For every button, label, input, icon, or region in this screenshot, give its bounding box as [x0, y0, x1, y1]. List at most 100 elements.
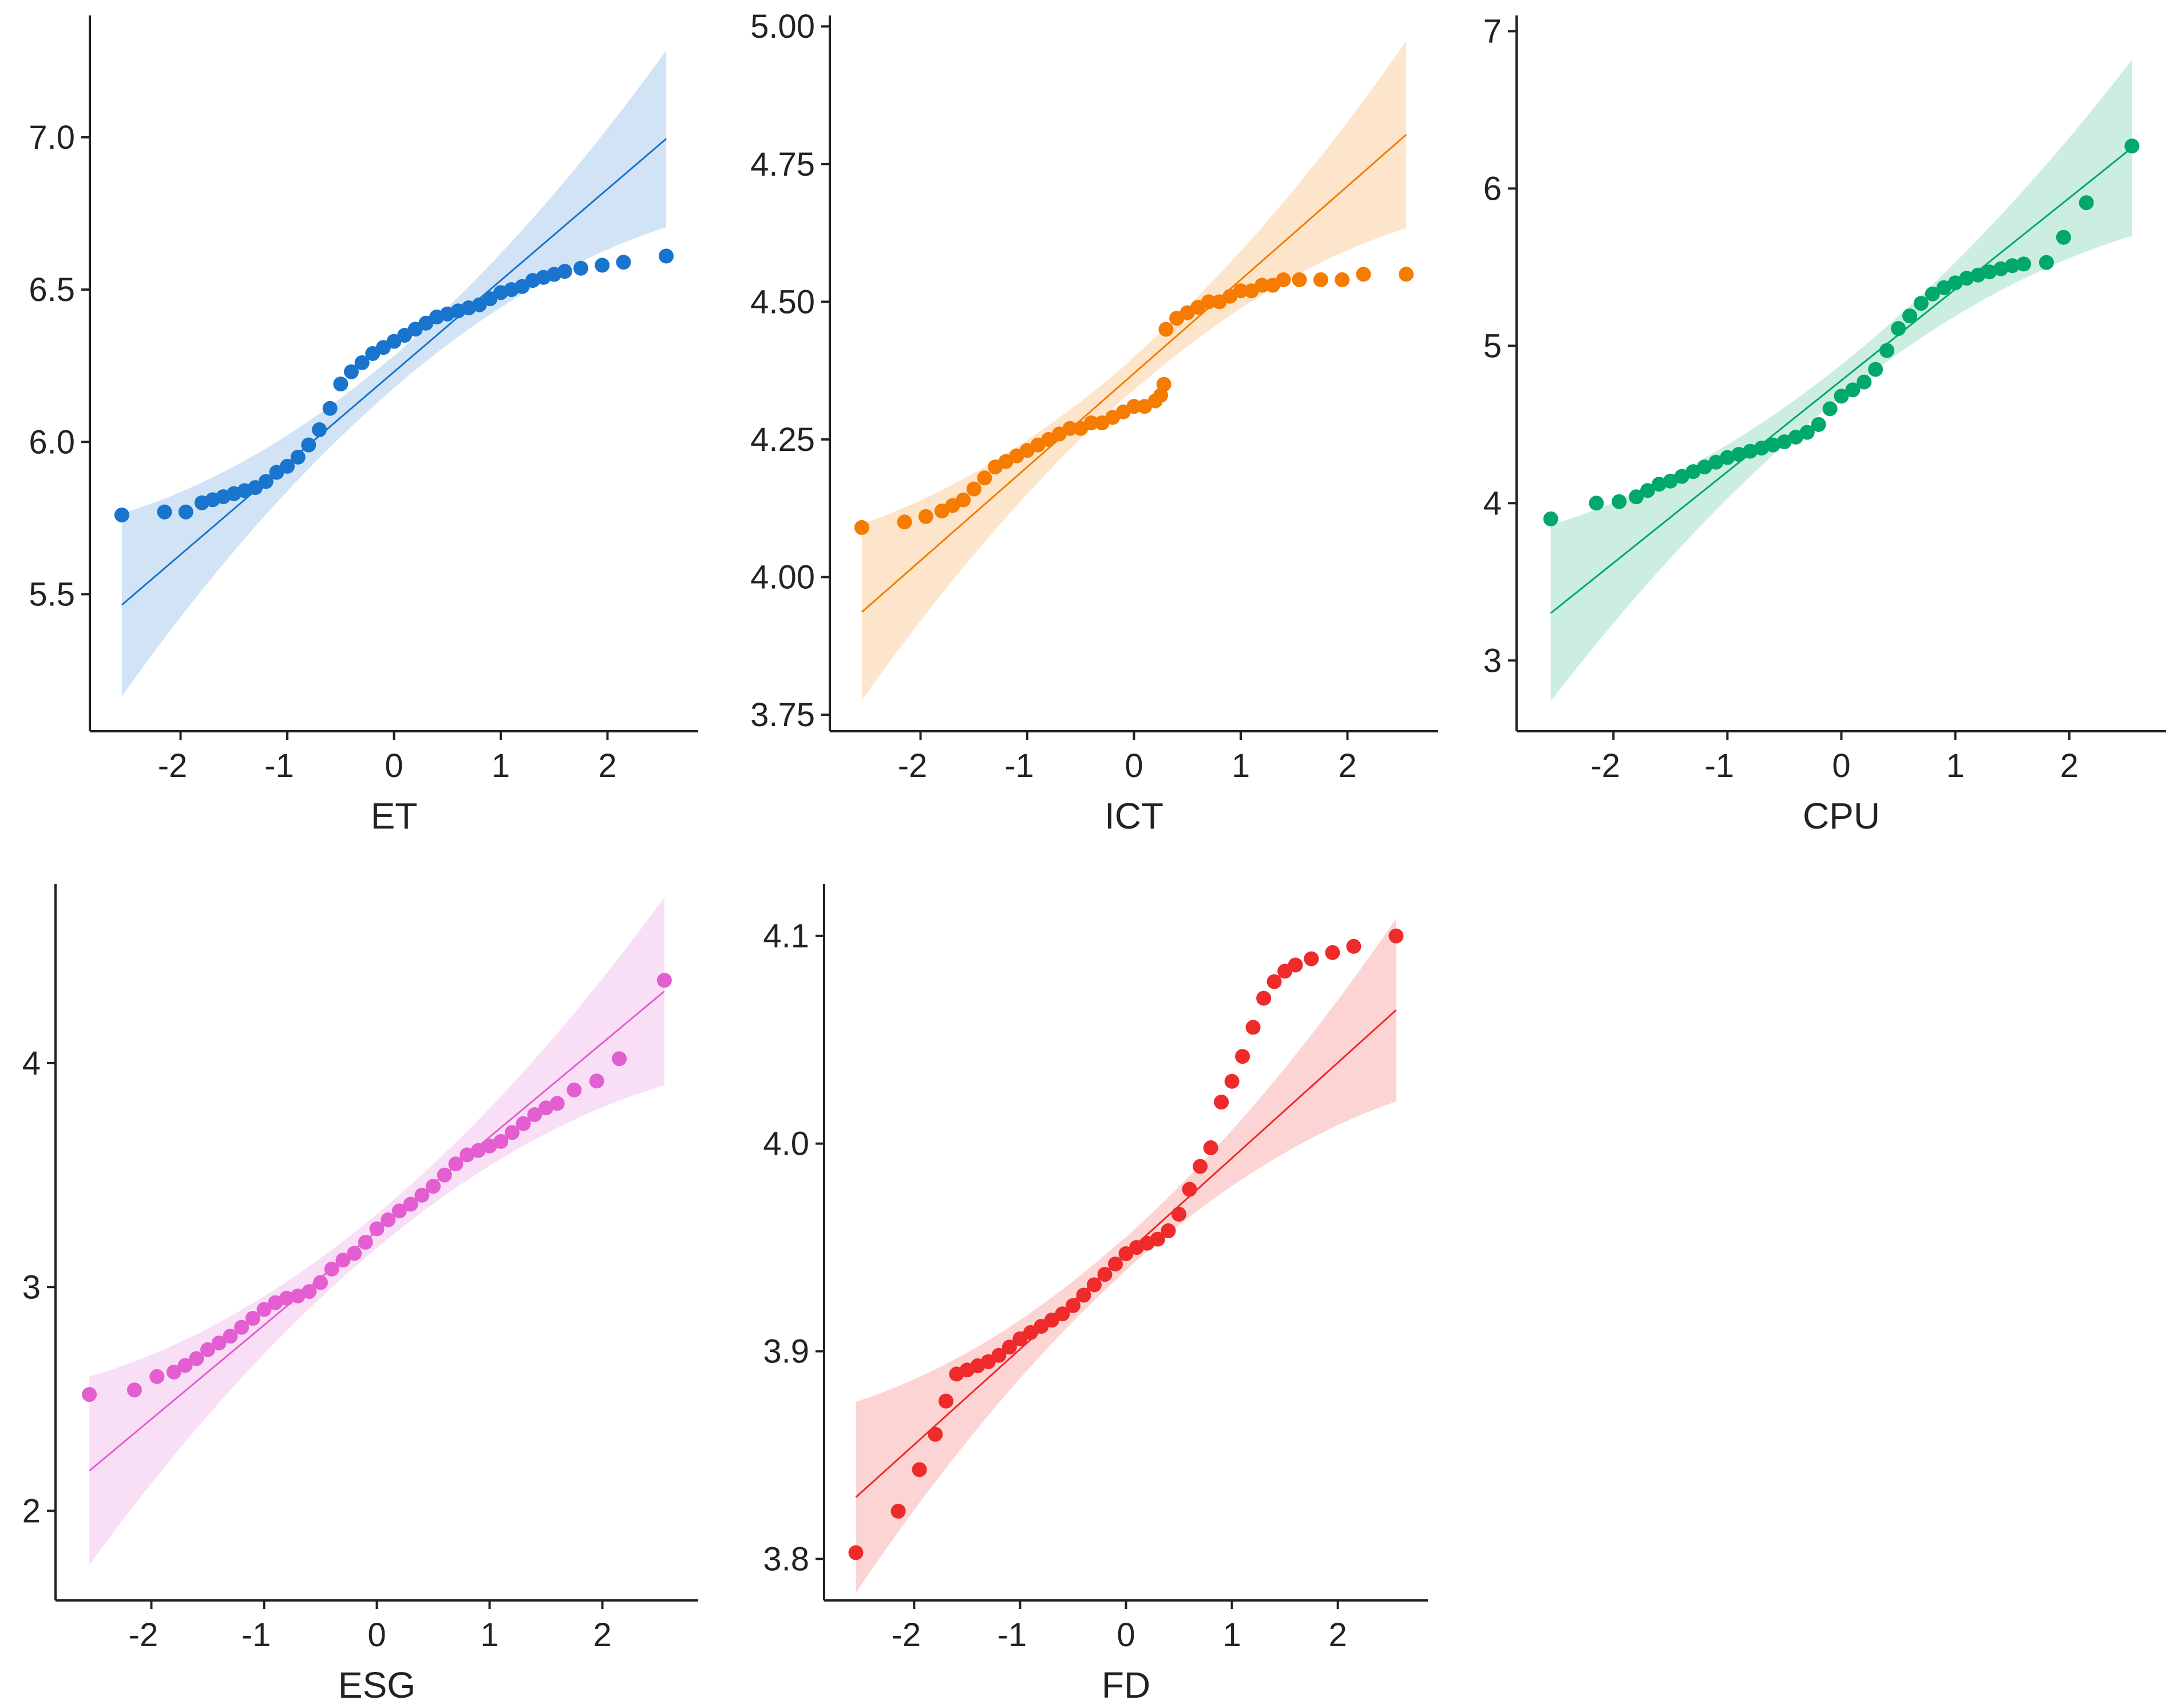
chart-2-point-4 — [1640, 483, 1655, 498]
chart-4-point-28 — [1193, 1159, 1208, 1174]
chart-2-point-20 — [1822, 401, 1838, 417]
chart-3-point-0 — [82, 1387, 97, 1402]
chart-1-point-26 — [1158, 322, 1174, 337]
chart-1-x-tick-label-0: -2 — [898, 747, 928, 784]
chart-2-point-27 — [1902, 308, 1917, 324]
chart-2-y-tick-label-3: 6 — [1483, 170, 1502, 207]
chart-2-point-41 — [2124, 138, 2140, 154]
chart-3-y-tick-label-0: 2 — [22, 1493, 41, 1530]
chart-4-point-24 — [1150, 1231, 1165, 1247]
chart-2-point-35 — [1993, 261, 2009, 276]
chart-3-point-18 — [335, 1253, 351, 1268]
chart-0-x-tick-label-0: -2 — [158, 747, 188, 784]
chart-1-point-30 — [1201, 294, 1216, 310]
chart-1-point-25 — [1156, 377, 1171, 392]
chart-1-point-42 — [1399, 267, 1414, 282]
chart-1-x-axis-title: ICT — [1105, 795, 1163, 837]
chart-3-x-axis-title: ESG — [338, 1665, 415, 1706]
chart-1-point-5 — [956, 492, 971, 508]
chart-0-point-1 — [157, 504, 172, 520]
chart-4-point-18 — [1087, 1277, 1102, 1293]
chart-0-et-panel: -2 -1 0 1 2 5.5 6.0 6.5 7.0 ET — [29, 15, 698, 837]
chart-1-point-41 — [1356, 267, 1371, 282]
chart-2-y-tick-label-0: 3 — [1483, 642, 1502, 679]
chart-4-point-27 — [1182, 1182, 1197, 1197]
chart-4-point-15 — [1055, 1306, 1070, 1322]
chart-0-y-tick-label-0: 5.5 — [29, 576, 75, 613]
chart-1-point-39 — [1313, 272, 1328, 287]
chart-4-y-tick-label-1: 3.9 — [763, 1333, 809, 1370]
chart-2-point-16 — [1776, 434, 1792, 450]
chart-1-point-15 — [1062, 421, 1078, 436]
chart-2-point-14 — [1754, 441, 1770, 456]
chart-2-x-axis-title: CPU — [1803, 795, 1880, 837]
chart-0-point-18 — [354, 355, 370, 370]
chart-1-y-tick-label-2: 4.25 — [750, 421, 815, 458]
chart-1-point-0 — [854, 520, 869, 535]
chart-2-x-tick-label-4: 2 — [2060, 747, 2079, 784]
chart-0-x-tick-label-3: 1 — [492, 747, 510, 784]
chart-3-point-23 — [391, 1203, 407, 1219]
chart-0-point-16 — [333, 377, 349, 392]
chart-1-point-6 — [966, 481, 981, 497]
chart-2-point-6 — [1663, 473, 1678, 489]
chart-1-reference-line — [861, 134, 1407, 613]
chart-3-point-17 — [324, 1261, 339, 1277]
chart-0-point-38 — [573, 260, 588, 276]
chart-1-x-tick-label-1: -1 — [1004, 747, 1034, 784]
chart-3-esg-panel: -2 -1 0 1 2 2 3 4 ESG — [22, 884, 698, 1706]
chart-0-point-37 — [557, 264, 572, 279]
chart-3-y-tick-label-1: 3 — [22, 1269, 41, 1306]
chart-1-x-tick-label-4: 2 — [1338, 747, 1356, 784]
chart-3-y-tick-label-2: 4 — [22, 1045, 41, 1082]
chart-2-point-13 — [1743, 443, 1758, 459]
chart-1-ict-panel: -2 -1 0 1 2 3.75 4.00 4.25 4.50 4.75 5.00 ICT — [750, 8, 1438, 837]
chart-3-point-9 — [234, 1319, 250, 1335]
chart-4-point-10 — [1002, 1340, 1017, 1355]
chart-3-point-15 — [302, 1284, 317, 1299]
chart-0-confidence-band — [121, 50, 667, 696]
chart-3-point-12 — [268, 1295, 283, 1310]
chart-3-point-2 — [149, 1369, 165, 1384]
chart-2-point-15 — [1766, 437, 1780, 453]
chart-4-point-19 — [1097, 1267, 1113, 1282]
chart-3-x-tick-label-3: 1 — [480, 1616, 498, 1654]
chart-4-point-9 — [991, 1348, 1007, 1363]
chart-0-point-0 — [114, 508, 129, 522]
chart-2-point-3 — [1629, 489, 1644, 505]
chart-0-point-11 — [280, 458, 295, 474]
chart-0-x-tick-label-2: 0 — [385, 747, 403, 784]
chart-2-y-tick-label-1: 4 — [1483, 485, 1502, 522]
chart-4-point-20 — [1108, 1257, 1123, 1272]
chart-1-y-tick-label-4: 4.75 — [750, 146, 815, 183]
chart-2-reference-line — [1550, 147, 2133, 614]
chart-3-point-33 — [504, 1125, 520, 1140]
chart-0-y-tick-label-3: 7.0 — [29, 119, 75, 156]
chart-4-point-3 — [928, 1426, 943, 1442]
chart-2-point-28 — [1913, 296, 1929, 311]
chart-2-point-23 — [1857, 374, 1872, 390]
chart-3-point-22 — [381, 1212, 396, 1227]
chart-4-y-tick-label-0: 3.8 — [763, 1540, 809, 1578]
chart-4-x-tick-label-1: -1 — [998, 1616, 1027, 1654]
chart-3-point-29 — [460, 1147, 475, 1163]
chart-3-point-30 — [470, 1143, 486, 1158]
chart-2-point-7 — [1674, 469, 1689, 484]
chart-3-point-5 — [189, 1351, 204, 1366]
chart-3-x-tick-label-1: -1 — [242, 1616, 271, 1654]
chart-0-point-9 — [258, 474, 274, 489]
chart-2-point-25 — [1879, 343, 1895, 358]
chart-1-point-17 — [1083, 415, 1099, 431]
chart-3-point-39 — [589, 1073, 604, 1089]
chart-0-reference-line — [121, 138, 667, 606]
chart-3-point-13 — [279, 1290, 294, 1306]
chart-0-point-41 — [659, 248, 674, 264]
chart-3-point-35 — [527, 1107, 543, 1122]
chart-3-point-7 — [211, 1336, 227, 1351]
chart-3-point-34 — [516, 1116, 531, 1131]
chart-4-point-35 — [1266, 974, 1282, 989]
chart-3-point-21 — [369, 1221, 385, 1237]
chart-1-y-tick-label-1: 4.00 — [750, 559, 815, 596]
chart-2-point-18 — [1799, 425, 1815, 440]
chart-3-point-31 — [482, 1138, 497, 1154]
